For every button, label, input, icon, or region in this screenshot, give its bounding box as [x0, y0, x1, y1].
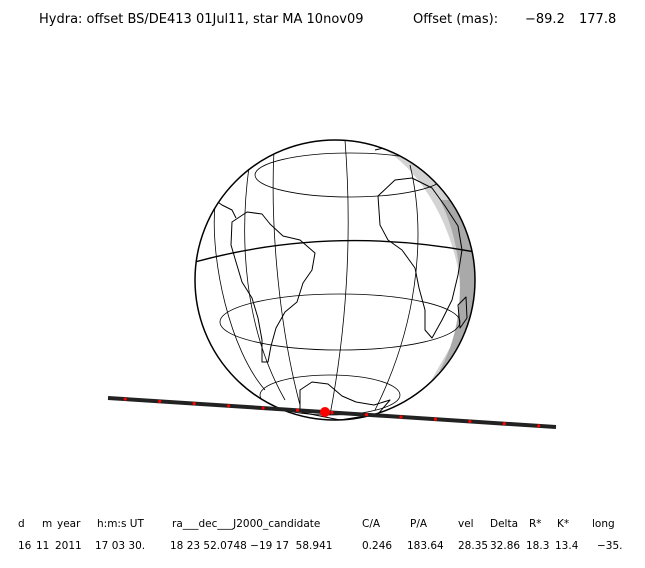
- table-cell: 11: [36, 540, 50, 552]
- column-header: d: [18, 518, 25, 530]
- track-mark: [433, 417, 437, 421]
- offset-label: Offset (mas):: [413, 12, 499, 27]
- column-header: P/A: [410, 518, 428, 530]
- column-header: K*: [557, 518, 570, 530]
- south-america: [230, 211, 316, 363]
- plot-title: Hydra: offset BS/DE413 01Jul11, star MA …: [39, 12, 364, 27]
- column-header: year: [57, 518, 81, 530]
- track-mark: [537, 424, 541, 428]
- table-cell: 16: [18, 540, 32, 552]
- track-mark: [295, 408, 300, 412]
- track-mark: [399, 415, 403, 419]
- offset-y-value: 177.8: [579, 12, 617, 27]
- event-point: [320, 407, 330, 417]
- column-header: C/A: [362, 518, 381, 530]
- track-mark: [261, 406, 265, 410]
- table-cell: 18 23 52.0748 −19 17 58.941: [170, 540, 333, 552]
- table-cell: 13.4: [555, 540, 579, 552]
- track-mark: [364, 413, 369, 417]
- column-header: vel: [458, 518, 474, 530]
- offset-x-value: −89.2: [525, 12, 565, 27]
- table-cell: −35.: [597, 540, 623, 552]
- antarctica: [299, 381, 391, 420]
- track-mark: [330, 410, 334, 415]
- shadow-track: [107, 396, 557, 429]
- table-cell: 183.64: [407, 540, 444, 552]
- column-header: m: [42, 518, 53, 530]
- table-cell: 0.246: [362, 540, 393, 552]
- track-mark: [227, 404, 231, 408]
- column-header: h:m:s UT: [97, 518, 144, 530]
- track-mark: [123, 397, 127, 401]
- track-mark: [192, 401, 196, 406]
- equator-line: [195, 239, 475, 263]
- column-header: ra___dec___J2000_candidate: [172, 518, 321, 530]
- column-header: long: [592, 518, 615, 530]
- africa: [377, 177, 463, 339]
- plot-title-bar: Hydra: offset BS/DE413 01Jul11, star MA …: [0, 12, 645, 87]
- track-mark: [502, 422, 506, 426]
- column-header: R*: [529, 518, 542, 530]
- madagascar: [457, 296, 468, 329]
- table-cell: 28.35: [458, 540, 489, 552]
- table-cell: 32.86: [490, 540, 521, 552]
- earth-limb: [194, 139, 476, 421]
- table-cell: 2011: [55, 540, 82, 552]
- table-cell: 17 03 30.: [95, 540, 146, 552]
- track-mark: [468, 419, 472, 424]
- earth-disk: [195, 140, 475, 420]
- column-header: Delta: [490, 518, 519, 530]
- track-mark: [158, 399, 162, 403]
- table-cell: 18.3: [526, 540, 550, 552]
